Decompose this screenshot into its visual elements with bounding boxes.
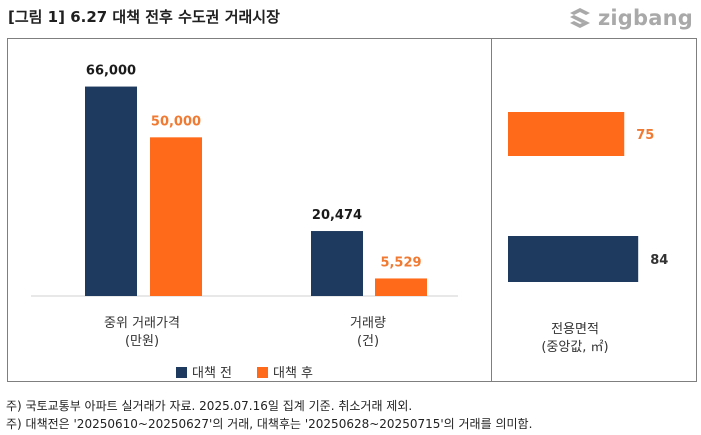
area-category-label-1: 전용면적 (551, 322, 599, 337)
volume-category-label-2: (건) (357, 334, 379, 349)
price-bar-after (150, 137, 202, 296)
legend-label-after: 대책 후 (273, 366, 313, 381)
volume-bar-after (375, 278, 427, 296)
price-category-label-1: 중위 거래가격 (104, 316, 180, 331)
legend-swatch-after (257, 367, 268, 378)
area-bar-after (508, 112, 625, 156)
chart-title: [그림 1] 6.27 대책 전후 수도권 거래시장 (8, 8, 280, 26)
price-category-label-2: (만원) (125, 334, 159, 349)
price-value-label-after: 50,000 (151, 114, 201, 129)
volume-value-label-after: 5,529 (380, 255, 421, 270)
chart-frame (7, 38, 697, 382)
area-value-label-after: 75 (636, 128, 654, 143)
zigbang-logo-icon (569, 8, 590, 28)
volume-bar-before (311, 231, 363, 296)
legend-label-before: 대책 전 (192, 366, 232, 381)
volume-category-label-1: 거래량 (350, 316, 386, 331)
logo-text: zigbang (597, 6, 693, 30)
footnote-2: 주) 대책전은 '20250610~20250627'의 거래, 대책후는 '2… (6, 417, 533, 431)
legend-swatch-before (176, 367, 187, 378)
area-category-label-2: (중앙값, ㎡) (541, 340, 608, 355)
price-value-label-before: 66,000 (86, 64, 136, 79)
area-value-label-before: 84 (650, 253, 668, 268)
price-bar-before (85, 86, 137, 296)
panel-divider (491, 38, 492, 382)
volume-value-label-before: 20,474 (312, 208, 362, 223)
area-bar-before (508, 236, 639, 282)
zigbang-logo: zigbang (566, 4, 693, 32)
footnote-1: 주) 국토교통부 아파트 실거래가 자료. 2025.07.16일 집계 기준.… (6, 399, 413, 413)
